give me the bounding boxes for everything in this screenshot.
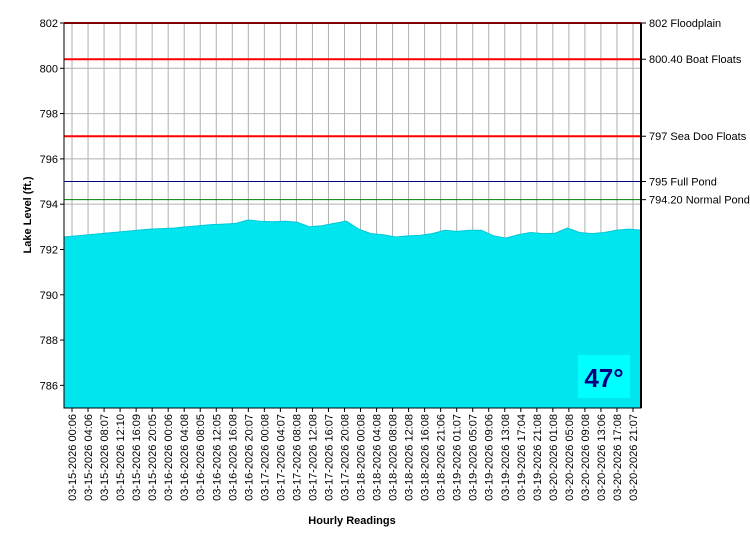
reference-label: 795 Full Pond <box>649 177 717 189</box>
x-tick-label: 03-19-2026 13:08 <box>500 414 512 501</box>
y-tick-label: 796 <box>40 154 58 166</box>
reference-labels: 802 Floodplain 800.40 Boat Floats 797 Sea … <box>641 18 750 207</box>
x-tick-label: 03-16-2026 16:08 <box>227 414 239 501</box>
x-tick-label: 03-16-2026 12:05 <box>211 414 223 501</box>
x-tick-label: 03-19-2026 17:04 <box>516 414 528 501</box>
x-tick-label: 03-20-2026 21:07 <box>628 414 640 501</box>
x-tick-label: 03-17-2026 20:08 <box>339 414 351 501</box>
x-tick-label: 03-17-2026 08:08 <box>291 414 303 501</box>
reference-label: 794.20 Normal Pond <box>649 195 750 207</box>
x-tick-label: 03-16-2026 00:06 <box>163 414 175 501</box>
y-tick-label: 794 <box>40 199 58 211</box>
y-tick-label: 802 <box>40 18 58 30</box>
x-tick-label: 03-17-2026 12:08 <box>307 414 319 501</box>
y-tick-label: 798 <box>40 109 58 121</box>
x-tick-label: 03-20-2026 05:08 <box>564 414 576 501</box>
x-tick-label: 03-18-2026 12:08 <box>404 414 416 501</box>
water-level-fill <box>63 219 642 409</box>
y-tick-label: 790 <box>40 290 58 302</box>
temperature-value: 47° <box>584 363 623 393</box>
y-tick-label: 800 <box>40 63 58 75</box>
x-tick-label: 03-19-2026 05:07 <box>468 414 480 501</box>
x-tick-label: 03-15-2026 00:06 <box>67 414 79 501</box>
reference-label: 800.40 Boat Floats <box>649 54 742 66</box>
x-tick-label: 03-15-2026 04:06 <box>83 414 95 501</box>
x-tick-label: 03-16-2026 20:07 <box>243 414 255 501</box>
reference-label: 797 Sea Doo Floats <box>649 131 747 143</box>
x-tick-label: 03-17-2026 16:07 <box>323 414 335 501</box>
x-tick-label: 03-17-2026 00:08 <box>259 414 271 501</box>
x-tick-label: 03-16-2026 08:05 <box>195 414 207 501</box>
y-tick-label: 792 <box>40 244 58 256</box>
x-tick-label: 03-18-2026 21:06 <box>436 414 448 501</box>
x-tick-label: 03-15-2026 16:09 <box>131 414 143 501</box>
x-tick-label: 03-15-2026 08:07 <box>99 414 111 501</box>
x-tick-label: 03-15-2026 20:05 <box>147 414 159 501</box>
reference-label: 802 Floodplain <box>649 18 721 30</box>
x-tick-label: 03-20-2026 13:06 <box>596 414 608 501</box>
water-level-area <box>63 219 642 409</box>
x-tick-label: 03-15-2026 12:10 <box>115 414 127 501</box>
x-tick-label: 03-20-2026 09:08 <box>580 414 592 501</box>
x-tick-label: 03-17-2026 04:07 <box>275 414 287 501</box>
temperature-badge <box>578 355 630 398</box>
x-tick-label: 03-19-2026 09:06 <box>484 414 496 501</box>
x-tick-label: 03-18-2026 04:08 <box>372 414 384 501</box>
x-tick-label: 03-18-2026 08:08 <box>388 414 400 501</box>
x-axis-title: Hourly Readings <box>308 515 395 527</box>
x-tick-label: 03-19-2026 01:07 <box>452 414 464 501</box>
y-axis-title: Lake Level (ft.) <box>22 176 34 253</box>
x-tick-label: 03-19-2026 21:08 <box>532 414 544 501</box>
x-tick-label: 03-18-2026 16:08 <box>420 414 432 501</box>
x-tick-label: 03-16-2026 04:08 <box>179 414 191 501</box>
x-tick-label: 03-20-2026 01:08 <box>548 414 560 501</box>
x-axis-ticks: 03-15-2026 00:06 03-15-2026 04:06 03-15-20… <box>67 408 640 501</box>
x-tick-label: 03-18-2026 00:08 <box>356 414 368 501</box>
y-axis-ticks: 786 788 790 792 794 796 798 800 802 <box>40 18 64 392</box>
y-tick-label: 788 <box>40 335 58 347</box>
y-tick-label: 786 <box>40 380 58 392</box>
x-tick-label: 03-20-2026 17:08 <box>612 414 624 501</box>
